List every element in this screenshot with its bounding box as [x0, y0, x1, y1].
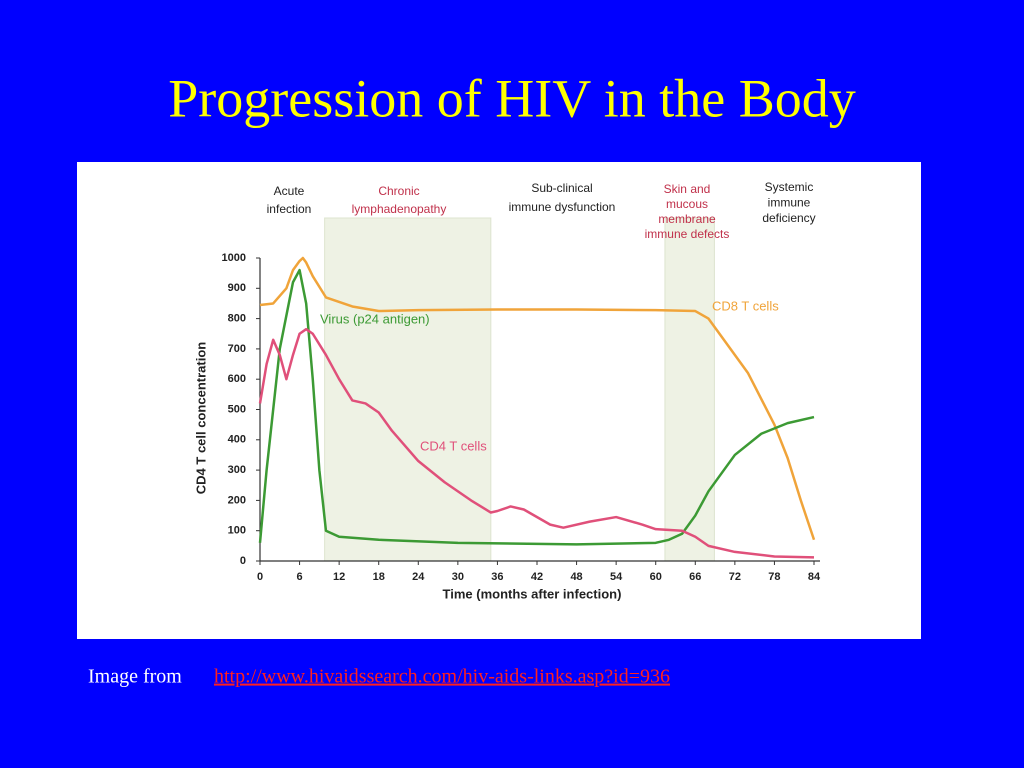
phase-label: mucous — [666, 197, 708, 211]
y-tick-label: 0 — [240, 555, 246, 567]
series-label: CD8 T cells — [712, 298, 779, 313]
phase-label: Systemic — [765, 180, 814, 194]
y-tick-label: 900 — [228, 282, 246, 294]
phase-label: Skin and — [664, 182, 711, 196]
phase-label: immune defects — [645, 227, 730, 241]
x-tick-label: 48 — [570, 571, 582, 583]
slide-title: Progression of HIV in the Body — [168, 68, 855, 128]
y-tick-label: 200 — [228, 494, 246, 506]
x-tick-label: 78 — [768, 571, 780, 583]
y-tick-label: 700 — [228, 343, 246, 355]
y-tick-label: 1000 — [222, 252, 246, 264]
phase-label: deficiency — [762, 211, 815, 225]
y-tick-label: 500 — [228, 403, 246, 415]
x-tick-label: 66 — [689, 571, 701, 583]
x-tick-label: 6 — [297, 571, 303, 583]
source-link[interactable]: http://www.hivaidssearch.com/hiv-aids-li… — [214, 666, 670, 688]
x-tick-label: 60 — [650, 571, 662, 583]
y-tick-label: 600 — [228, 373, 246, 385]
x-tick-label: 54 — [610, 571, 623, 583]
chart-image — [77, 162, 921, 639]
x-tick-label: 18 — [373, 571, 385, 583]
y-axis-label: CD4 T cell concentration — [193, 342, 208, 494]
phase-label: infection — [267, 202, 312, 216]
series-label: CD4 T cells — [420, 438, 487, 453]
phase-label: Acute — [274, 184, 305, 198]
phase-label: Chronic — [378, 184, 419, 198]
phase-label: Sub-clinical — [531, 181, 592, 195]
phase-label: lymphadenopathy — [352, 202, 447, 216]
series-line — [258, 268, 815, 546]
y-tick-label: 800 — [228, 313, 246, 325]
series-line — [258, 327, 815, 559]
caption: Image from — [88, 666, 182, 688]
y-tick-label: 100 — [228, 525, 246, 537]
phase-label: immune dysfunction — [509, 200, 616, 214]
phase-label: immune — [768, 196, 811, 210]
series-label: Virus (p24 antigen) — [320, 311, 430, 326]
x-tick-label: 24 — [412, 571, 425, 583]
phase-band — [664, 217, 715, 562]
x-tick-label: 72 — [729, 571, 741, 583]
y-tick-label: 300 — [228, 464, 246, 476]
series-line — [259, 256, 816, 541]
x-tick-label: 30 — [452, 571, 464, 583]
x-tick-label: 36 — [491, 571, 503, 583]
x-tick-label: 12 — [333, 571, 345, 583]
x-tick-label: 0 — [257, 571, 263, 583]
x-tick-label: 42 — [531, 571, 543, 583]
y-tick-label: 400 — [228, 434, 246, 446]
plot: Acute infection Chronic lymphadenopathy Sub-… — [193, 180, 821, 601]
x-tick-label: 84 — [808, 571, 821, 583]
phase-band — [324, 217, 492, 562]
x-axis-label: Time (months after infection) — [443, 586, 622, 601]
phase-label: membrane — [658, 212, 716, 226]
